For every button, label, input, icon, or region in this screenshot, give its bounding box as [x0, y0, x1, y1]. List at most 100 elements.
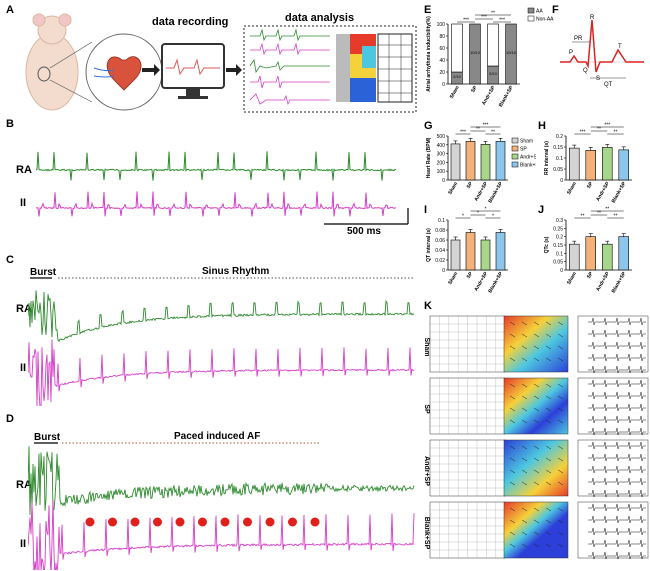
vector-arrow — [521, 481, 528, 486]
vector-arrow — [545, 481, 552, 486]
vector-arrow — [509, 481, 516, 486]
legend-swatch — [511, 161, 519, 168]
vector-arrow — [521, 507, 528, 512]
vector-arrow — [509, 531, 516, 536]
y-tick-label: 0 — [560, 178, 563, 184]
af-marker-dot — [198, 517, 207, 527]
bar — [450, 143, 461, 181]
vector-arrow — [509, 407, 516, 412]
vector-arrow — [557, 383, 564, 388]
vector-arrow — [557, 333, 564, 338]
vector-arrow — [509, 395, 516, 400]
vector-arrow — [533, 481, 540, 486]
vector-arrow — [557, 407, 564, 412]
panel-c-burst-label: Burst — [30, 267, 57, 278]
electrogram-trace — [588, 365, 646, 374]
vector-arrow — [533, 357, 540, 362]
vector-arrow — [533, 531, 540, 536]
significance-label: *** — [604, 123, 610, 129]
panel-a-schematic — [25, 13, 417, 113]
x-tick-label: Sham — [566, 181, 578, 196]
vector-arrow — [533, 543, 540, 548]
vector-arrow — [521, 383, 528, 388]
bar — [568, 147, 580, 181]
x-tick-label: Blank+SP — [487, 180, 504, 204]
vector-arrow — [545, 419, 552, 424]
vector-arrow — [557, 507, 564, 512]
electrogram-trace — [588, 551, 646, 560]
vector-arrow — [557, 445, 564, 450]
y-tick-label: 60 — [439, 46, 445, 52]
ecg-label-qt: QT — [604, 82, 613, 88]
bar — [465, 232, 476, 271]
vector-arrow — [557, 469, 564, 474]
legend-label: Sham — [520, 139, 533, 145]
y-tick-label: 20 — [439, 70, 445, 76]
electrogram-trace — [588, 441, 646, 450]
electrogram-trace — [588, 539, 646, 548]
vector-arrow — [533, 407, 540, 412]
vector-arrow — [545, 333, 552, 338]
electrogram-trace — [588, 329, 646, 338]
arrow-icon — [142, 64, 160, 76]
significance-label: ** — [491, 130, 495, 136]
electrogram-trace — [588, 403, 646, 412]
y-tick-label: 0.05 — [553, 167, 563, 173]
ecg-label-q: Q — [583, 68, 588, 74]
x-tick-label: SP — [586, 270, 595, 279]
vector-arrow — [545, 445, 552, 450]
vector-arrow — [545, 357, 552, 362]
ii-trace — [28, 339, 415, 406]
electrogram-trace — [588, 427, 646, 436]
bar — [568, 243, 580, 271]
y-axis-label: Heart Rate (BPM) — [426, 137, 432, 178]
significance-label: * — [492, 214, 494, 220]
x-tick-label: Andr+SP — [481, 84, 497, 106]
significance-label: *** — [483, 123, 489, 129]
bar-non-aa — [451, 23, 463, 73]
bar — [602, 243, 613, 271]
vector-arrow — [557, 531, 564, 536]
vector-arrow — [533, 345, 540, 350]
vector-arrow — [545, 531, 552, 536]
vector-arrow — [509, 507, 516, 512]
bar-count-label: 10/10 — [470, 50, 481, 55]
activation-map — [503, 377, 569, 435]
panel-c-traces — [28, 277, 415, 406]
vector-arrow — [533, 445, 540, 450]
panel-b-ra-label: RA — [16, 164, 32, 176]
bar-count-label: 2/10 — [453, 74, 462, 79]
y-tick-label: 0.05 — [553, 260, 563, 266]
panel-label-k: K — [424, 300, 432, 312]
legend-label: SP — [520, 147, 527, 153]
ii-trace — [36, 191, 397, 217]
bar-count-label: 3/10 — [489, 71, 498, 76]
af-marker-dot — [310, 517, 320, 527]
y-tick-label: 0.3 — [556, 218, 563, 224]
k-group-label: SP — [423, 404, 430, 414]
af-marker-dot — [175, 517, 185, 527]
y-tick-label: 0 — [442, 178, 445, 184]
electrogram-trace — [588, 515, 646, 524]
y-axis-label: Atrial arrhythmia inducibility(%) — [426, 16, 432, 92]
af-marker-dot — [130, 517, 140, 527]
scale-bar-label: 500 ms — [347, 226, 381, 237]
ra-trace — [28, 446, 415, 515]
panel-b-traces — [36, 151, 409, 225]
panel-c-ii-label: II — [20, 362, 27, 374]
vector-arrow — [533, 419, 540, 424]
vector-arrow — [521, 469, 528, 474]
k-group-label: Andr+SP — [423, 456, 430, 486]
vector-arrow — [557, 357, 564, 362]
y-tick-label: 400 — [437, 143, 446, 149]
significance-label: ** — [614, 214, 618, 220]
electrogram-trace — [588, 503, 646, 512]
vector-arrow — [521, 419, 528, 424]
electrogram-trace — [588, 527, 646, 536]
bar — [585, 236, 596, 271]
electrogram-trace — [588, 353, 646, 362]
vector-arrow — [521, 445, 528, 450]
panel-label-c: C — [6, 254, 14, 266]
vector-arrow — [509, 519, 516, 524]
panel-label-f: F — [552, 4, 559, 16]
